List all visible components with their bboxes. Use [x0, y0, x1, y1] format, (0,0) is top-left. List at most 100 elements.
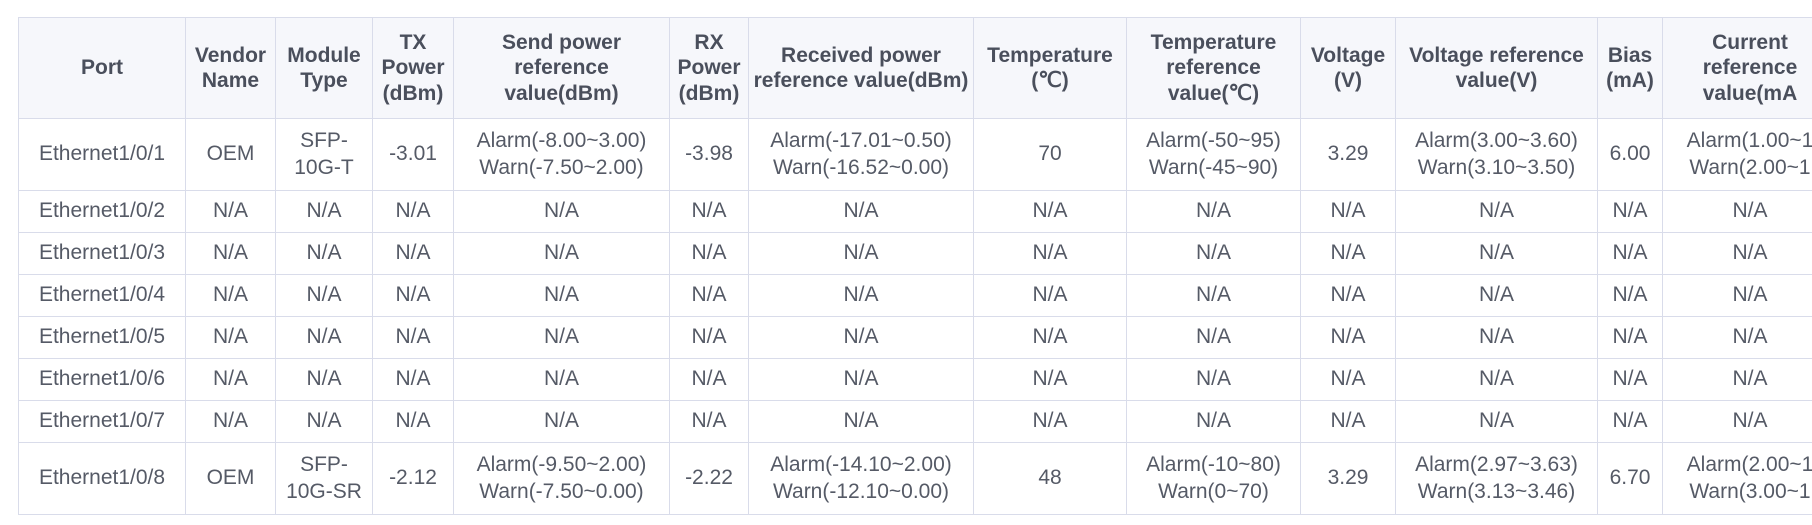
cell: N/A [185, 190, 276, 233]
cell: N/A [748, 232, 974, 275]
cell: -3.01 [372, 118, 454, 191]
cell: Alarm(2.00~1 Warn(3.00~1 [1662, 442, 1812, 515]
cell: N/A [1662, 400, 1812, 443]
cell: Ethernet1/0/3 [18, 232, 186, 275]
cell-line: Warn(0~70) [1158, 479, 1269, 503]
table-row: Ethernet1/0/8 OEM SFP-10G-SR -2.12 Alarm(-9.… [18, 442, 1812, 515]
cell: N/A [1126, 232, 1301, 275]
cell-line: Alarm(-50~95) [1146, 129, 1281, 153]
cell-line: Alarm(3.00~3.60) [1415, 129, 1578, 153]
column-header: Send power reference value(dBm) [453, 17, 670, 119]
cell: 3.29 [1300, 118, 1396, 191]
cell: N/A [748, 274, 974, 317]
cell: Alarm(2.97~3.63) Warn(3.13~3.46) [1395, 442, 1598, 515]
cell: Ethernet1/0/7 [18, 400, 186, 443]
cell: 6.70 [1597, 442, 1663, 515]
cell: N/A [1597, 316, 1663, 359]
table-row: Ethernet1/0/6 N/A N/A N/A N/A N/A N/A N/A N/A N/A… [18, 358, 1812, 401]
table-container: Port Vendor Name Module Type TX Power (dBm)… [18, 17, 1812, 525]
cell-line: Alarm(-14.10~2.00) [770, 453, 952, 477]
cell: N/A [973, 274, 1127, 317]
transceiver-table: Port Vendor Name Module Type TX Power (dBm)… [18, 17, 1812, 515]
cell-line: Warn(3.10~3.50) [1417, 155, 1576, 179]
cell: N/A [275, 400, 373, 443]
column-header: Voltage reference value(V) [1395, 17, 1598, 119]
column-header: Vendor Name [185, 17, 276, 119]
cell: N/A [973, 190, 1127, 233]
cell: N/A [1662, 190, 1812, 233]
cell: Alarm(-50~95) Warn(-45~90) [1126, 118, 1301, 191]
column-header: TX Power (dBm) [372, 17, 454, 119]
cell-line: Warn(-7.50~0.00) [479, 479, 644, 503]
cell: N/A [453, 358, 670, 401]
column-header: Module Type [275, 17, 373, 119]
cell: N/A [1597, 232, 1663, 275]
column-header: Port [18, 17, 186, 119]
cell-line: Warn(2.00~1 [1689, 155, 1811, 179]
cell: N/A [1126, 400, 1301, 443]
cell: N/A [1126, 274, 1301, 317]
cell: N/A [748, 190, 974, 233]
table-row: Ethernet1/0/1 OEM SFP-10G-T -3.01 Alarm(-8.0… [18, 118, 1812, 191]
cell: N/A [1395, 316, 1598, 359]
column-header: Current reference value(mA [1662, 17, 1812, 119]
cell: N/A [1395, 400, 1598, 443]
cell: N/A [1300, 316, 1396, 359]
cell-line: Warn(-16.52~0.00) [772, 155, 950, 179]
cell: N/A [1662, 232, 1812, 275]
cell: Ethernet1/0/4 [18, 274, 186, 317]
cell: N/A [973, 400, 1127, 443]
cell: N/A [275, 358, 373, 401]
cell: Ethernet1/0/6 [18, 358, 186, 401]
cell-line: Warn(-12.10~0.00) [772, 479, 950, 503]
cell: N/A [1300, 400, 1396, 443]
cell: N/A [453, 190, 670, 233]
cell: N/A [1597, 190, 1663, 233]
cell: -2.12 [372, 442, 454, 515]
cell: N/A [748, 400, 974, 443]
cell: N/A [275, 232, 373, 275]
table-row: Ethernet1/0/2 N/A N/A N/A N/A N/A N/A N/A N/A N/A… [18, 190, 1812, 233]
cell: -3.98 [669, 118, 749, 191]
cell: Alarm(-9.50~2.00) Warn(-7.50~0.00) [453, 442, 670, 515]
cell: OEM [185, 442, 276, 515]
cell-line: Warn(-7.50~2.00) [479, 155, 644, 179]
cell: 3.29 [1300, 442, 1396, 515]
cell: N/A [1395, 274, 1598, 317]
cell: N/A [453, 316, 670, 359]
cell: 6.00 [1597, 118, 1663, 191]
cell: N/A [973, 232, 1127, 275]
cell: N/A [453, 232, 670, 275]
cell: N/A [372, 232, 454, 275]
cell: N/A [1300, 190, 1396, 233]
cell: N/A [453, 274, 670, 317]
cell: Alarm(1.00~1 Warn(2.00~1 [1662, 118, 1812, 191]
cell: N/A [275, 274, 373, 317]
table-row: Ethernet1/0/4 N/A N/A N/A N/A N/A N/A N/A N/A N/A… [18, 274, 1812, 317]
cell: Ethernet1/0/5 [18, 316, 186, 359]
table-body: Ethernet1/0/1 OEM SFP-10G-T -3.01 Alarm(-8.0… [18, 118, 1812, 515]
cell: N/A [1662, 274, 1812, 317]
cell: N/A [1126, 358, 1301, 401]
cell: Alarm(3.00~3.60) Warn(3.10~3.50) [1395, 118, 1598, 191]
cell: N/A [1300, 274, 1396, 317]
cell: N/A [1300, 232, 1396, 275]
cell: OEM [185, 118, 276, 191]
cell: N/A [1126, 190, 1301, 233]
cell: N/A [372, 316, 454, 359]
cell: SFP-10G-SR [275, 442, 373, 515]
cell-line: Alarm(-8.00~3.00) [476, 129, 647, 153]
table-row: Ethernet1/0/7 N/A N/A N/A N/A N/A N/A N/A N/A N/A… [18, 400, 1812, 443]
cell: N/A [669, 400, 749, 443]
cell: N/A [1395, 358, 1598, 401]
column-header: Temperature reference value(℃) [1126, 17, 1301, 119]
header-row: Port Vendor Name Module Type TX Power (dBm)… [18, 17, 1812, 119]
cell: N/A [372, 358, 454, 401]
cell: N/A [1597, 274, 1663, 317]
column-header: Temperature (℃) [973, 17, 1127, 119]
cell: Ethernet1/0/8 [18, 442, 186, 515]
cell: 48 [973, 442, 1127, 515]
cell: N/A [185, 232, 276, 275]
cell: N/A [1300, 358, 1396, 401]
cell: N/A [185, 316, 276, 359]
